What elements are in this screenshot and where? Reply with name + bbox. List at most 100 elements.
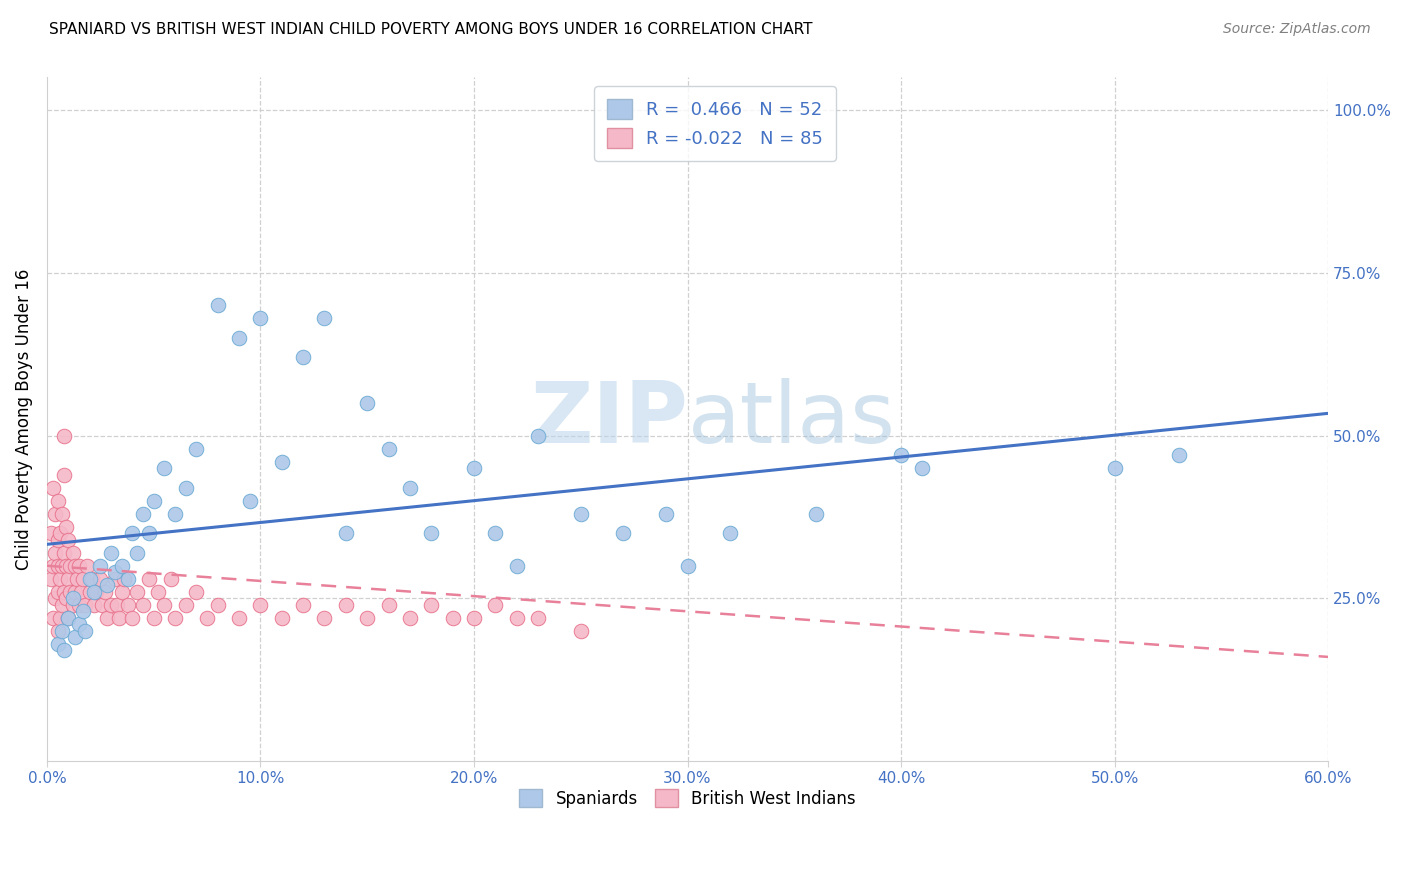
Point bbox=[174, 481, 197, 495]
Point bbox=[249, 598, 271, 612]
Point bbox=[270, 611, 292, 625]
Point bbox=[89, 572, 111, 586]
Point bbox=[890, 448, 912, 462]
Point bbox=[527, 428, 550, 442]
Point bbox=[52, 546, 75, 560]
Point bbox=[44, 591, 66, 606]
Point bbox=[527, 611, 550, 625]
Point bbox=[335, 526, 357, 541]
Point bbox=[96, 611, 118, 625]
Point bbox=[84, 584, 107, 599]
Point bbox=[655, 507, 678, 521]
Legend: Spaniards, British West Indians: Spaniards, British West Indians bbox=[512, 782, 863, 814]
Point bbox=[314, 311, 336, 326]
Point bbox=[132, 598, 155, 612]
Text: Source: ZipAtlas.com: Source: ZipAtlas.com bbox=[1223, 22, 1371, 37]
Point bbox=[79, 584, 101, 599]
Point bbox=[104, 566, 127, 580]
Point bbox=[146, 584, 169, 599]
Point bbox=[62, 598, 84, 612]
Point bbox=[52, 467, 75, 482]
Point bbox=[39, 526, 62, 541]
Point bbox=[292, 351, 315, 365]
Point bbox=[138, 526, 160, 541]
Point bbox=[72, 604, 94, 618]
Point bbox=[66, 572, 89, 586]
Point bbox=[62, 591, 84, 606]
Point bbox=[96, 578, 118, 592]
Point bbox=[356, 396, 378, 410]
Point bbox=[100, 598, 122, 612]
Point bbox=[83, 584, 105, 599]
Point bbox=[44, 546, 66, 560]
Point bbox=[153, 461, 176, 475]
Point bbox=[163, 611, 186, 625]
Point bbox=[420, 598, 443, 612]
Point bbox=[39, 572, 62, 586]
Point bbox=[42, 558, 65, 573]
Y-axis label: Child Poverty Among Boys Under 16: Child Poverty Among Boys Under 16 bbox=[15, 268, 32, 570]
Point bbox=[51, 598, 73, 612]
Point bbox=[83, 598, 105, 612]
Point bbox=[42, 481, 65, 495]
Point bbox=[46, 637, 69, 651]
Point bbox=[314, 611, 336, 625]
Point bbox=[335, 598, 357, 612]
Point bbox=[48, 572, 70, 586]
Text: ZIP: ZIP bbox=[530, 377, 688, 461]
Point bbox=[228, 611, 250, 625]
Point bbox=[46, 493, 69, 508]
Point bbox=[76, 558, 98, 573]
Point bbox=[676, 558, 699, 573]
Point bbox=[58, 572, 80, 586]
Point bbox=[67, 617, 90, 632]
Point bbox=[67, 558, 90, 573]
Point bbox=[70, 584, 93, 599]
Point bbox=[399, 611, 422, 625]
Point bbox=[46, 624, 69, 638]
Point bbox=[75, 624, 97, 638]
Point bbox=[48, 526, 70, 541]
Point bbox=[72, 572, 94, 586]
Point bbox=[132, 507, 155, 521]
Point bbox=[55, 591, 77, 606]
Point bbox=[52, 428, 75, 442]
Point bbox=[89, 558, 111, 573]
Point bbox=[48, 611, 70, 625]
Point bbox=[484, 598, 506, 612]
Point bbox=[186, 442, 208, 456]
Point bbox=[207, 598, 229, 612]
Point bbox=[121, 611, 143, 625]
Point bbox=[80, 572, 103, 586]
Point bbox=[142, 493, 165, 508]
Point bbox=[46, 533, 69, 547]
Point bbox=[79, 572, 101, 586]
Point bbox=[356, 611, 378, 625]
Point bbox=[505, 611, 527, 625]
Point bbox=[55, 558, 77, 573]
Point bbox=[153, 598, 176, 612]
Point bbox=[67, 598, 90, 612]
Point bbox=[58, 611, 80, 625]
Text: SPANIARD VS BRITISH WEST INDIAN CHILD POVERTY AMONG BOYS UNDER 16 CORRELATION CH: SPANIARD VS BRITISH WEST INDIAN CHILD PO… bbox=[49, 22, 813, 37]
Point bbox=[249, 311, 271, 326]
Point bbox=[125, 546, 148, 560]
Text: atlas: atlas bbox=[688, 377, 896, 461]
Point bbox=[100, 546, 122, 560]
Point bbox=[138, 572, 160, 586]
Point bbox=[441, 611, 464, 625]
Point bbox=[58, 611, 80, 625]
Point bbox=[117, 598, 139, 612]
Point bbox=[55, 519, 77, 533]
Point bbox=[163, 507, 186, 521]
Point bbox=[270, 454, 292, 468]
Point bbox=[569, 624, 592, 638]
Point bbox=[718, 526, 741, 541]
Point bbox=[51, 624, 73, 638]
Point bbox=[377, 442, 399, 456]
Point bbox=[51, 507, 73, 521]
Point bbox=[484, 526, 506, 541]
Point bbox=[93, 584, 115, 599]
Point bbox=[111, 558, 134, 573]
Point bbox=[52, 643, 75, 657]
